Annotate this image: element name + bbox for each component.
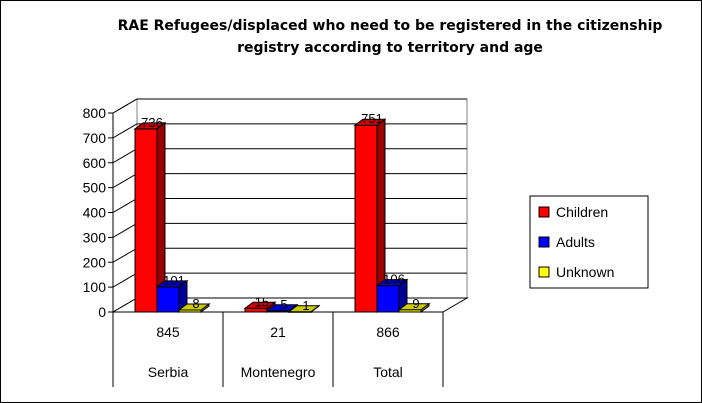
data-label: 106 <box>383 272 405 287</box>
y-tick-label: 600 <box>83 155 107 171</box>
category-label: Total <box>373 364 403 380</box>
data-label: 736 <box>141 115 163 130</box>
y-tick-label: 400 <box>83 205 107 221</box>
bar-front <box>354 124 378 313</box>
bar-top <box>177 303 211 311</box>
bar-top <box>397 303 431 311</box>
legend-swatch <box>538 206 550 218</box>
legend-box <box>529 195 649 289</box>
data-label: 1 <box>302 298 309 313</box>
legend-label: Unknown <box>556 264 614 280</box>
bar-children-total <box>353 118 387 313</box>
bar-children-serbia <box>133 121 167 313</box>
data-label: 751 <box>361 111 383 126</box>
bar-unknown-montenegro <box>287 304 321 313</box>
bar-top <box>133 122 167 130</box>
data-label: 15 <box>255 294 269 309</box>
bar-unknown-serbia <box>177 303 211 313</box>
bar-front <box>156 286 180 313</box>
category-label: Montenegro <box>241 364 316 380</box>
plot-area: 0 100 200 300 400 500 600 700 800 736 101 8 15 5 1 751 1… <box>83 98 469 387</box>
y-tick-label: 800 <box>83 105 107 121</box>
gridline <box>112 98 467 114</box>
bar-top <box>243 301 277 309</box>
legend: Children Adults Unknown <box>529 195 649 289</box>
data-label: 8 <box>192 296 199 311</box>
legend-label: Children <box>556 204 608 220</box>
bar-top <box>353 118 387 126</box>
legend-swatch <box>538 236 550 248</box>
bar-top <box>375 279 409 287</box>
y-tick-label: 0 <box>98 304 106 320</box>
legend-swatch <box>538 266 550 278</box>
bar-adults-serbia <box>155 279 189 313</box>
chart-title-line-2: registry according to territory and age <box>237 40 543 56</box>
bar-adults-total <box>375 278 409 313</box>
data-label: 9 <box>412 296 419 311</box>
data-label: 5 <box>280 297 287 312</box>
y-tick-label: 300 <box>83 229 107 245</box>
bar-top <box>155 280 189 288</box>
bar-front <box>376 285 400 313</box>
bar-front <box>134 128 158 313</box>
legend-label: Adults <box>556 234 595 250</box>
bar-top <box>265 304 299 312</box>
y-tick-label: 500 <box>83 180 107 196</box>
bar-unknown-total <box>397 302 431 313</box>
bar-top <box>287 305 321 313</box>
category-label: Serbia <box>148 364 189 380</box>
data-label: 101 <box>163 273 185 288</box>
y-tick-label: 200 <box>83 254 107 270</box>
y-tick-label: 100 <box>83 279 107 295</box>
chart-title-line-1: RAE Refugees/displaced who need to be re… <box>118 18 663 34</box>
y-tick-label: 700 <box>83 130 107 146</box>
category-total-label: 21 <box>270 324 286 340</box>
category-total-label: 866 <box>376 324 400 340</box>
category-total-label: 845 <box>156 324 180 340</box>
